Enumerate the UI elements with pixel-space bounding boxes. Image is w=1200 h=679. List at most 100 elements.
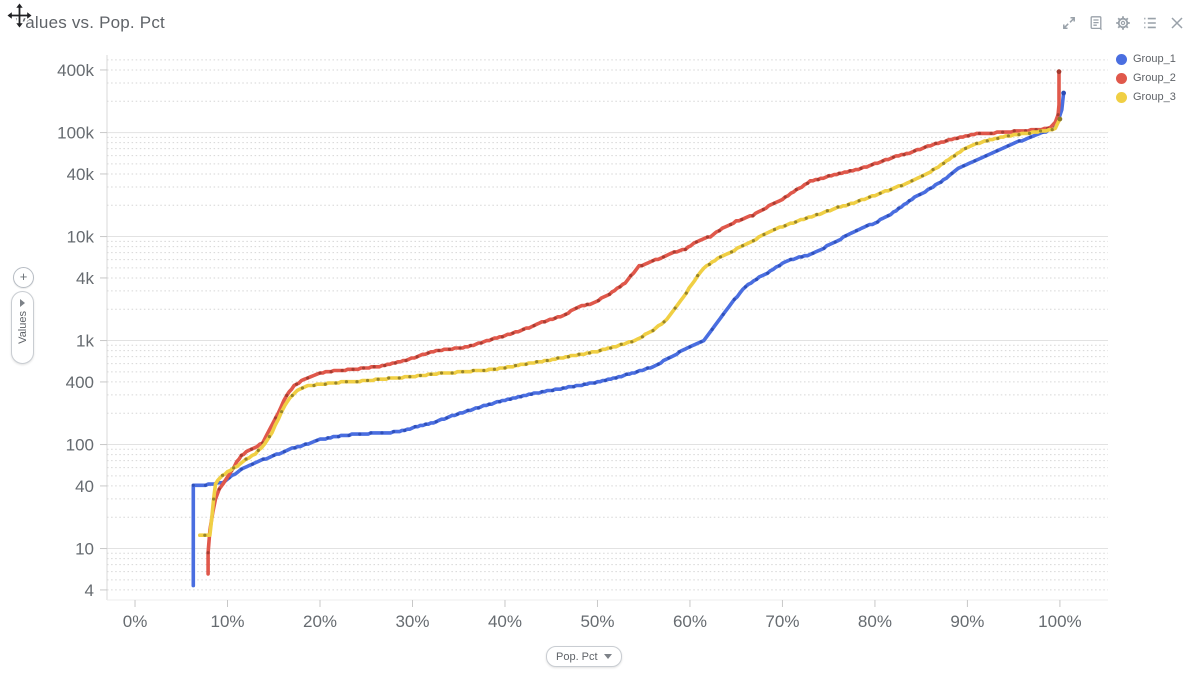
move-cursor-icon [6,2,33,29]
y-tick-label: 100k [57,124,94,143]
y-axis-selector[interactable]: Values [11,291,34,364]
series-marker [985,139,989,143]
series-marker [816,177,820,182]
y-tick-label: 4 [85,581,94,600]
expand-icon[interactable] [1060,14,1078,32]
chart-title: Values vs. Pop. Pct [15,13,165,32]
series-marker [868,195,872,199]
series-marker [931,167,935,172]
series-marker [1017,139,1021,143]
series-marker [952,154,957,158]
series-marker [593,381,597,385]
legend-dot [1116,91,1127,103]
y-tick-label: 40 [75,477,94,496]
series-marker [667,356,671,360]
series-marker [995,149,999,153]
legend-item-Group_1[interactable]: Group_1 [1116,53,1176,65]
series-marker [365,378,370,383]
series-marker [285,393,289,398]
series-marker [519,395,523,399]
series-marker [718,255,723,259]
series-marker [469,343,473,348]
series-marker [561,386,565,390]
y-tick-label: 400k [57,61,94,80]
series-marker [766,271,770,275]
series-marker [437,348,441,353]
series-marker [603,378,607,383]
series-marker [1029,135,1033,139]
x-tick-label: 50% [580,612,614,631]
series-marker [408,375,412,379]
series-marker [250,462,255,466]
x-tick-label: 100% [1038,612,1081,631]
series-marker [977,131,982,135]
legend-item-Group_2[interactable]: Group_2 [1116,72,1176,84]
series-marker [274,416,278,420]
series-marker [380,431,384,435]
series-marker [556,356,560,360]
legend-item-Group_3[interactable]: Group_3 [1116,91,1176,103]
zoom-in-button[interactable]: + [13,267,34,288]
series-marker [859,166,863,170]
x-axis-selector[interactable]: Pop. Pct [546,646,622,667]
series-marker [312,383,316,388]
series-marker [751,214,755,218]
y-tick-label: 4k [76,269,94,288]
series-end-marker [1056,69,1062,75]
series-marker [963,146,968,150]
chevron-down-icon [603,654,612,659]
series-marker [609,346,613,350]
x-tick-label: 60% [673,612,707,631]
x-tick-label: 80% [858,612,892,631]
series-marker [732,297,736,301]
x-tick-label: 20% [303,612,337,631]
series-marker [683,247,687,252]
x-tick-label: 70% [765,612,799,631]
series-marker [1006,144,1010,148]
series-marker [918,192,922,197]
close-icon[interactable] [1168,14,1186,32]
series-marker [962,164,966,168]
series-marker [490,337,494,341]
series-marker [827,174,831,178]
series-marker [794,187,798,192]
y-axis-selector-label: Values [16,311,29,344]
series-marker [854,229,859,233]
series-marker [487,402,491,406]
series-marker [471,368,475,373]
series-marker [340,368,344,373]
series-marker [878,191,882,195]
settings-icon[interactable] [1114,14,1132,32]
series-marker [912,149,917,153]
list-icon[interactable] [1141,14,1159,32]
series-marker [729,250,734,254]
series-marker [362,366,366,370]
series-marker [272,453,276,457]
series-marker [300,386,305,390]
series-marker [721,312,725,316]
series-marker [326,436,330,440]
series-marker [587,351,592,355]
series-marker [306,376,310,380]
series-marker [372,365,376,369]
y-tick-label: 10 [75,540,94,559]
series-marker [635,370,639,374]
series-marker [899,184,903,188]
x-tick-label: 30% [395,612,429,631]
x-tick-label: 90% [950,612,984,631]
series-marker [811,251,815,255]
series-marker [403,428,407,433]
series-marker [203,483,208,487]
series-marker [804,216,808,220]
series-end-marker [1057,116,1063,122]
series-marker [656,362,660,366]
series-marker [857,199,861,203]
series-marker [1017,133,1021,137]
series-marker [777,264,781,268]
series-marker [743,285,748,289]
legend-label: Group_1 [1133,53,1176,65]
series-marker [651,259,655,263]
series-marker [500,335,504,339]
report-icon[interactable] [1087,14,1105,32]
